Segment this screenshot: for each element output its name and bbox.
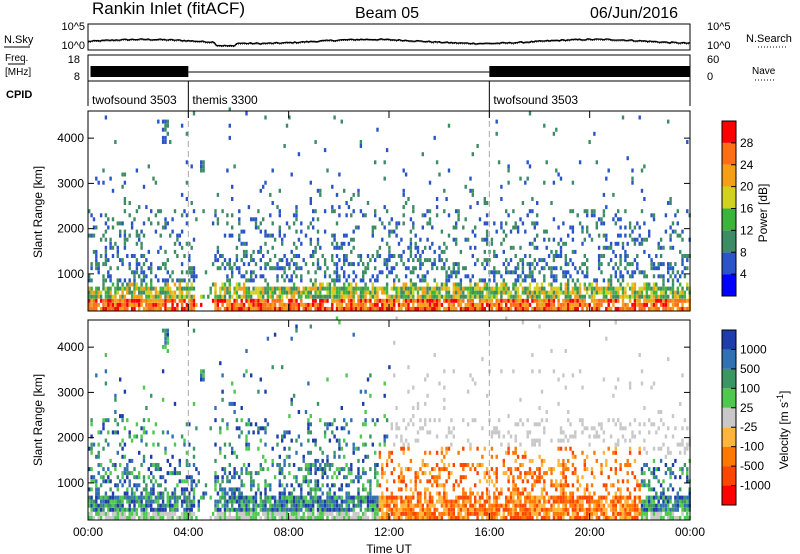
noise-right-label: N.Search	[746, 33, 792, 45]
velocity-panel: 1000 2000 3000 4000 00:00 04:00 08:00 12:00 16:…	[31, 316, 791, 554]
colorbar-swatch-8	[722, 330, 736, 350]
noise-right-tick-bottom: 10^0	[707, 40, 731, 52]
colorbar-tick-5: -100	[740, 440, 764, 454]
noise-right-tick-top: 10^5	[707, 21, 731, 33]
velocity-cbar-label: Velocity [m s-1]	[775, 391, 791, 470]
colorbar-tick-4: 12	[740, 223, 754, 237]
colorbar-tick-7: -1000	[740, 479, 771, 493]
colorbar-swatch-5	[722, 388, 736, 408]
freq-right-tick-bottom: 0	[707, 71, 713, 83]
colorbar-swatch-5	[722, 164, 736, 187]
colorbar-tick-3: 16	[740, 202, 754, 216]
y-tick-label-3: 4000	[57, 340, 84, 354]
velocity-heatmap	[88, 316, 691, 520]
colorbar-swatch-7	[722, 349, 736, 369]
x-tick-label-5: 20:00	[575, 525, 605, 539]
colorbar-swatch-7	[722, 121, 736, 143]
colorbar-tick-0: 1000	[740, 342, 767, 356]
colorbar-swatch-2	[722, 446, 736, 467]
frequency-trace	[90, 66, 690, 77]
velocity-colorbar: 1000 500 100 25 -25 -100 -500 -1000	[721, 329, 771, 506]
beam-title: Beam 05	[355, 5, 419, 22]
colorbar-swatch-2	[722, 230, 736, 253]
x-axis-label: Time UT	[366, 542, 412, 554]
x-tick-label-4: 16:00	[474, 525, 504, 539]
x-tick-label-0: 00:00	[73, 525, 103, 539]
power-cbar-label: Power [dB]	[756, 184, 770, 243]
search-noise-line	[87, 39, 691, 48]
y-tick-label-1: 2000	[57, 222, 84, 236]
colorbar-tick-4: -25	[740, 420, 758, 434]
colorbar-tick-3: 25	[740, 401, 754, 415]
sky-noise-line	[87, 38, 691, 47]
velocity-cbar-label-text: Velocity [m s	[777, 402, 791, 469]
power-ylabel: Slant Range [km]	[31, 166, 45, 258]
colorbar-swatch-6	[722, 142, 736, 165]
cpid-segment-label-0: twofsound 3503	[92, 93, 177, 107]
colorbar-tick-6: 4	[740, 267, 747, 281]
y-tick-label-0: 1000	[57, 267, 84, 281]
colorbar-tick-0: 28	[740, 136, 754, 150]
x-tick-label-3: 12:00	[374, 525, 404, 539]
noise-left-tick-top: 10^5	[61, 21, 85, 33]
colorbar-swatch-1	[722, 252, 736, 275]
y-tick-label-2: 3000	[57, 176, 84, 190]
y-tick-label-3: 4000	[57, 131, 84, 145]
x-tick-label-6: 00:00	[675, 525, 705, 539]
velocity-x-ticks: 00:00 04:00 08:00 12:00 16:00 20:00 00:00	[73, 320, 705, 539]
noise-panel: N.Sky 10^5 10^0 10^5 10^0 N.Search	[4, 21, 792, 52]
cpid-band: CPID twofsound 3503 themis 3300 twofsound …	[6, 81, 691, 111]
power-heatmap	[88, 107, 691, 311]
freq-label-2: [MHz]	[5, 67, 31, 78]
power-y-ticks: 1000 2000 3000 4000	[57, 131, 690, 281]
nave-label: Nave	[752, 66, 776, 77]
freq-label-1: Freq.	[5, 53, 28, 64]
freq-panel: Freq. [MHz] 18 8 60 0 Nave	[5, 53, 776, 83]
colorbar-swatch-3	[722, 427, 736, 447]
power-dashed-markers	[187, 111, 490, 311]
colorbar-tick-2: 20	[740, 180, 754, 194]
cpid-segment-label-2: twofsound 3503	[493, 93, 578, 107]
colorbar-swatch-4	[722, 407, 736, 428]
velocity-dashed-markers	[187, 320, 490, 520]
colorbar-tick-6: -500	[740, 459, 764, 473]
colorbar-swatch-0	[722, 485, 736, 505]
colorbar-swatch-4	[722, 186, 736, 209]
noise-left-label: N.Sky	[4, 34, 34, 46]
velocity-ylabel: Slant Range [km]	[31, 374, 45, 466]
y-tick-label-2: 3000	[57, 385, 84, 399]
power-x-ticks	[87, 111, 691, 311]
power-panel: 1000 2000 3000 4000 Slant Range [km] 28 24 20…	[31, 107, 770, 312]
freq-left-tick-bottom: 8	[74, 71, 80, 83]
cpid-label: CPID	[6, 89, 32, 101]
freq-block-1	[489, 66, 690, 77]
date-title: 06/Jun/2016	[590, 5, 678, 22]
colorbar-swatch-1	[722, 466, 736, 486]
freq-block-0	[90, 66, 189, 77]
colorbar-tick-5: 8	[740, 245, 747, 259]
station-title: Rankin Inlet (fitACF)	[92, 0, 245, 18]
freq-right-tick-top: 60	[707, 54, 719, 66]
y-tick-label-0: 1000	[57, 476, 84, 490]
colorbar-swatch-3	[722, 208, 736, 231]
x-tick-label-2: 08:00	[274, 525, 304, 539]
colorbar-swatch-0	[722, 274, 736, 296]
y-tick-label-1: 2000	[57, 431, 84, 445]
colorbar-tick-1: 24	[740, 158, 754, 172]
noise-left-tick-bottom: 10^0	[61, 40, 85, 52]
freq-left-tick-top: 18	[68, 54, 80, 66]
cpid-segment-label-1: themis 3300	[192, 93, 258, 107]
power-colorbar: 28 24 20 16 12 8 4	[721, 120, 754, 297]
x-tick-label-1: 04:00	[173, 525, 203, 539]
colorbar-tick-1: 500	[740, 362, 760, 376]
colorbar-swatch-6	[722, 368, 736, 389]
colorbar-tick-2: 100	[740, 381, 760, 395]
velocity-y-ticks: 1000 2000 3000 4000	[57, 340, 690, 490]
